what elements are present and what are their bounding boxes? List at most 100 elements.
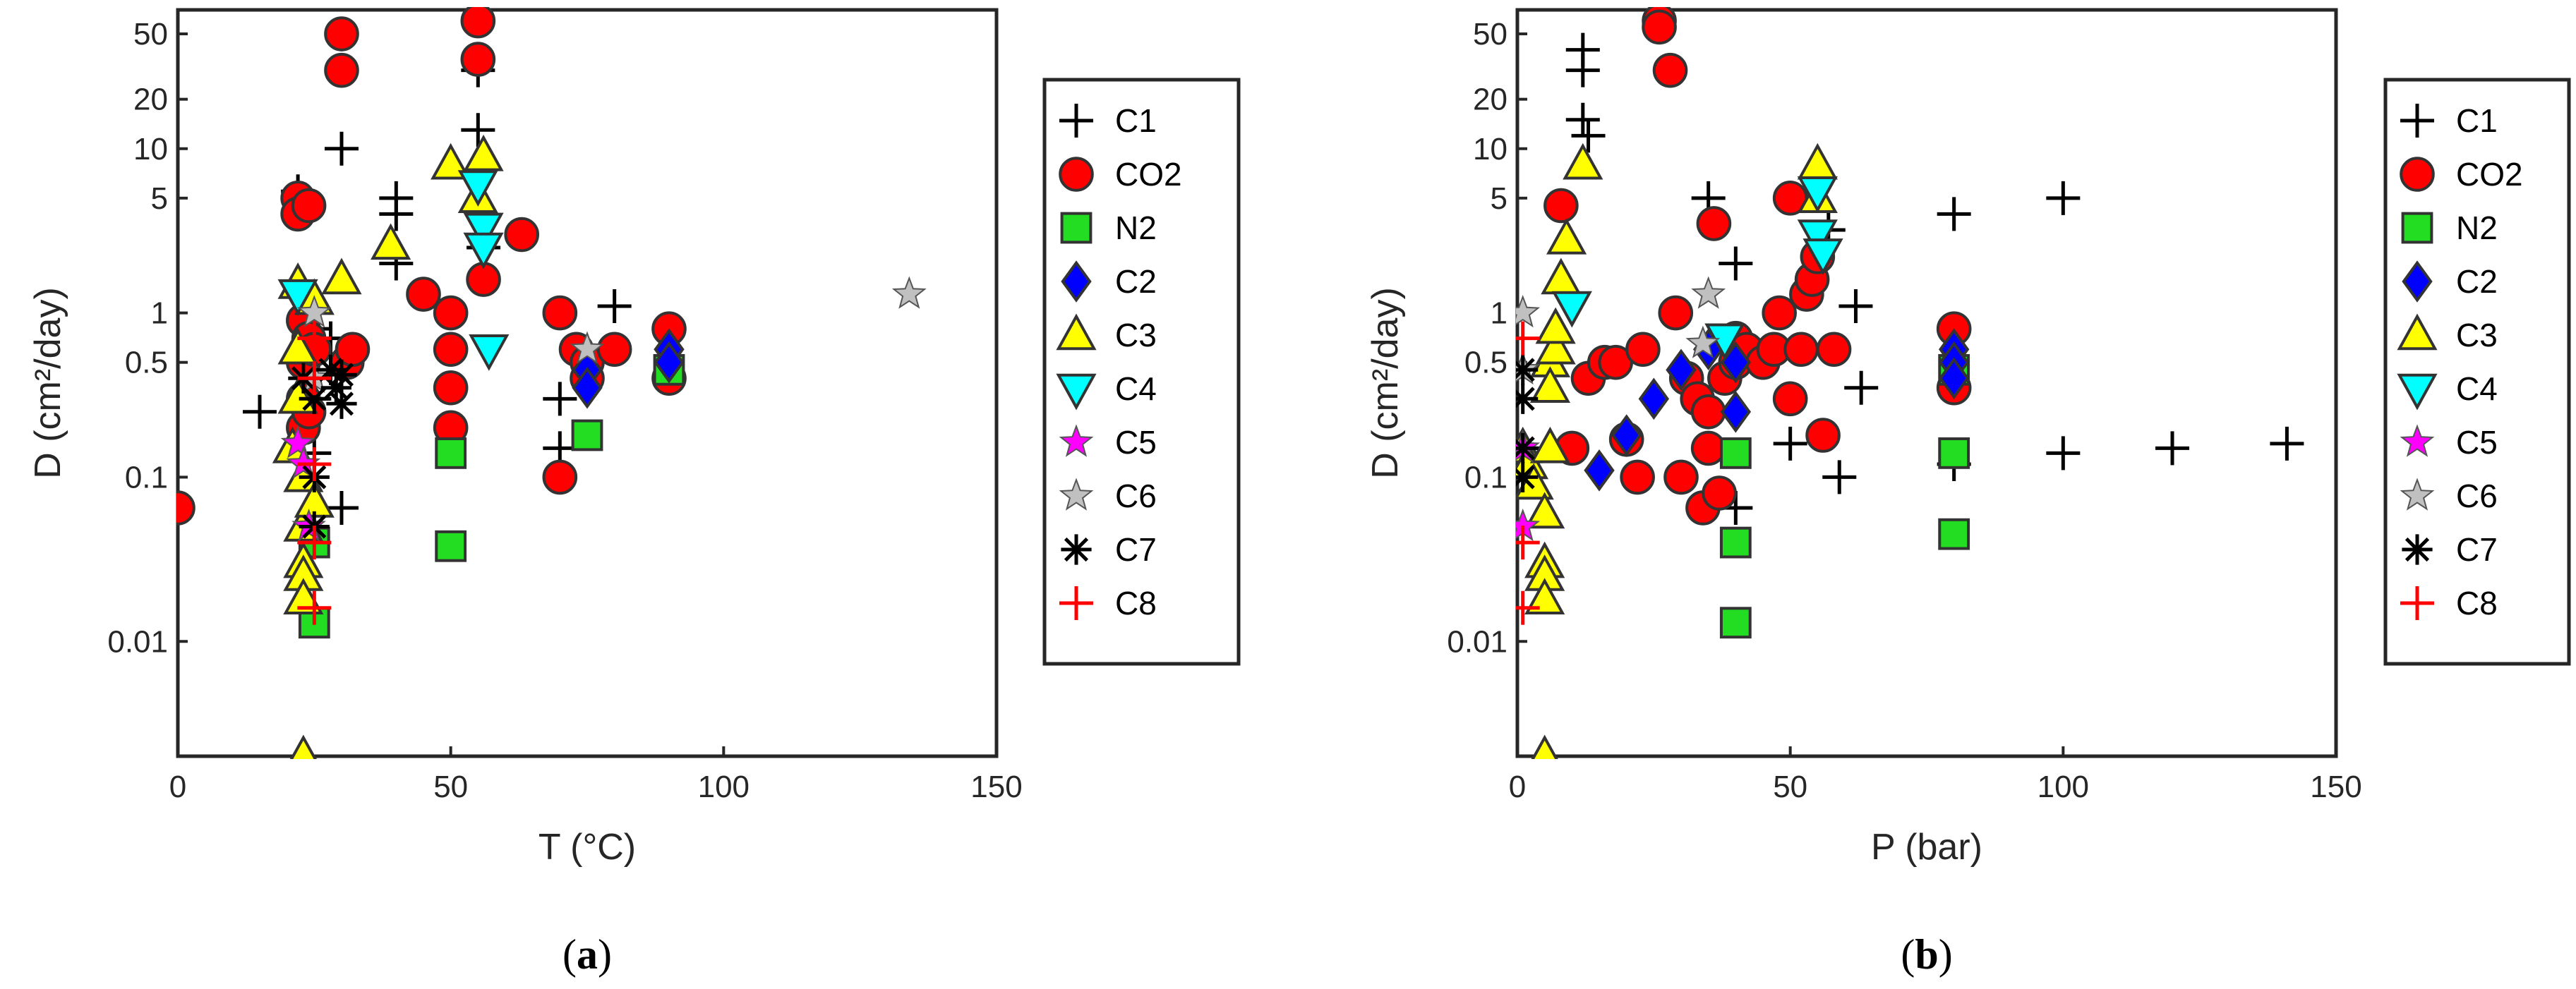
legend-b: C1 CO2 N2 C2 C3 C4 C5 C6 C7 C8 xyxy=(2383,78,2571,666)
y-axis-ticks-a: 0.01 0.1 0.5 1 5 10 20 50 xyxy=(107,17,188,659)
data-point-c1 xyxy=(2046,436,2081,471)
y-tick-label: 20 xyxy=(133,83,168,117)
legend-marker-c8 xyxy=(1059,586,1093,620)
legend-marker-c2 xyxy=(2402,260,2433,303)
data-point-c3 xyxy=(1563,142,1603,180)
data-point-c4 xyxy=(1802,238,1843,275)
data-point-c7 xyxy=(1516,432,1539,463)
data-point-c1 xyxy=(243,394,277,429)
legend-item-c2: C2 xyxy=(2402,260,2498,303)
data-point-c8 xyxy=(297,526,332,560)
legend-item-c5: C5 xyxy=(2400,424,2498,461)
scatter-markers-a xyxy=(176,7,927,759)
data-point-c7 xyxy=(320,372,351,404)
data-point-c6 xyxy=(1685,325,1721,358)
data-point-co2 xyxy=(433,295,469,331)
legend-item-c5: C5 xyxy=(1059,424,1157,461)
data-point-c6 xyxy=(891,276,927,309)
data-point-c3 xyxy=(289,734,317,759)
data-point-c8 xyxy=(297,590,332,625)
y-tick-label: 0.5 xyxy=(1464,346,1507,380)
data-point-c3 xyxy=(277,327,318,365)
legend-label: C7 xyxy=(2456,531,2498,568)
data-point-c3 xyxy=(321,257,362,295)
x-axis-ticks-b: 0 50 100 150 xyxy=(1509,746,2362,804)
data-point-co2 xyxy=(1816,332,1852,368)
caption-a-letter: a xyxy=(577,931,598,978)
data-point-c5 xyxy=(280,425,315,459)
legend-item-c3: C3 xyxy=(1056,313,1157,353)
data-point-co2 xyxy=(1772,381,1808,417)
data-point-co2 xyxy=(460,7,496,39)
legend-item-c6: C6 xyxy=(1059,478,1157,514)
legend-label: N2 xyxy=(2456,210,2498,246)
data-point-c7 xyxy=(1516,461,1539,492)
x-axis-ticks-a: 0 50 100 150 xyxy=(169,746,1023,804)
data-point-c3 xyxy=(1529,426,1570,463)
legend-label: C6 xyxy=(1115,478,1157,514)
data-point-c2 xyxy=(1611,414,1642,456)
panel-b: 0.01 0.1 0.5 1 5 10 20 50 0 50 100 150 P (bar) D (… xyxy=(1365,7,2362,978)
legend-item-c3: C3 xyxy=(2397,313,2498,353)
data-point-co2 xyxy=(1543,188,1579,224)
legend-item-c2: C2 xyxy=(1061,260,1157,303)
data-point-c3 xyxy=(1535,307,1576,344)
data-point-co2 xyxy=(1690,394,1726,430)
legend-label: C1 xyxy=(2456,102,2498,139)
data-point-co2 xyxy=(176,490,195,526)
data-point-n2 xyxy=(435,437,467,469)
data-point-c1 xyxy=(1844,370,1879,405)
plot-frame-b xyxy=(1515,8,2338,758)
data-point-c7 xyxy=(1516,354,1539,385)
y-tick-label: 10 xyxy=(133,132,168,166)
legend-label: C4 xyxy=(1115,370,1157,407)
data-point-n2 xyxy=(571,419,603,451)
y-tick-label: 0.1 xyxy=(125,460,168,494)
data-point-c1 xyxy=(1565,53,1600,87)
data-point-c3 xyxy=(1546,217,1587,255)
data-point-c7 xyxy=(315,354,347,385)
data-point-co2 xyxy=(542,459,578,495)
data-point-c8 xyxy=(1516,526,1540,560)
legend-label: C8 xyxy=(1115,585,1157,621)
legend-item-c4: C4 xyxy=(1056,370,1157,411)
y-tick-label: 0.01 xyxy=(1447,624,1507,659)
legend-label: C7 xyxy=(1115,531,1157,568)
y-tick-label: 5 xyxy=(151,181,168,216)
data-point-c1 xyxy=(597,289,632,323)
y-tick-label: 5 xyxy=(1491,181,1507,216)
y-tick-label: 1 xyxy=(151,296,168,331)
caption-a: (a) xyxy=(562,931,612,978)
data-point-c6 xyxy=(1516,294,1541,328)
data-point-c3 xyxy=(1529,366,1570,403)
legend-item-n2: N2 xyxy=(1060,210,1157,246)
legend-a: C1 CO2 N2 C2 C3 C4 C5 C6 C7 C8 xyxy=(1042,78,1241,666)
legend-label: C4 xyxy=(2456,370,2498,407)
legend-label: C8 xyxy=(2456,585,2498,621)
data-point-co2 xyxy=(324,16,359,51)
y-tick-label: 0.01 xyxy=(107,624,168,659)
legend-marker-c3 xyxy=(1056,313,1097,351)
data-point-n2 xyxy=(1719,437,1752,469)
data-point-co2 xyxy=(596,332,632,368)
data-point-c7 xyxy=(299,383,330,414)
legend-label: C2 xyxy=(1115,263,1157,300)
legend-marker-n2 xyxy=(2401,212,2433,244)
data-point-c8 xyxy=(297,447,332,481)
y-axis-ticks-b: 0.01 0.1 0.5 1 5 10 20 50 xyxy=(1447,17,1527,659)
y-tick-label: 0.1 xyxy=(1464,460,1507,494)
data-point-co2 xyxy=(504,217,540,253)
data-point-co2 xyxy=(1805,418,1841,453)
data-point-c3 xyxy=(1524,578,1565,615)
data-point-c6 xyxy=(296,294,332,328)
x-tick-label: 0 xyxy=(1509,770,1526,804)
legend-label: C5 xyxy=(1115,424,1157,461)
data-point-c3 xyxy=(283,578,324,615)
data-point-c2 xyxy=(1720,390,1752,433)
data-point-c1 xyxy=(1838,289,1873,323)
x-tick-label: 50 xyxy=(1773,770,1807,804)
data-point-c1 xyxy=(543,431,577,466)
data-point-c1 xyxy=(2046,181,2081,215)
data-point-co2 xyxy=(433,370,469,406)
